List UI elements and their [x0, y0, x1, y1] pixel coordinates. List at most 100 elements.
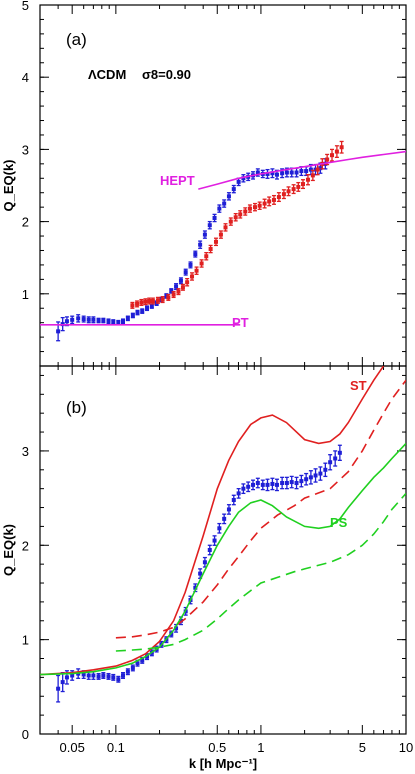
point-marker	[276, 195, 281, 200]
data-point	[76, 314, 81, 323]
point-marker	[212, 538, 217, 543]
series-line-ps-dashed	[115, 492, 406, 652]
point-marker	[294, 481, 299, 486]
point-marker	[308, 167, 313, 172]
data-point	[337, 444, 342, 462]
data-point	[217, 522, 222, 534]
data-point	[145, 305, 150, 312]
data-point	[96, 317, 101, 324]
point-marker	[260, 482, 265, 487]
point-marker	[101, 318, 106, 323]
data-point	[328, 454, 333, 471]
y-tick-label: 2	[22, 538, 29, 553]
point-marker	[194, 268, 199, 273]
data-point	[218, 230, 223, 239]
data-point	[183, 268, 188, 276]
point-marker	[274, 172, 279, 177]
data-point	[202, 230, 207, 239]
point-marker	[291, 187, 296, 192]
data-point	[222, 199, 227, 208]
data-point	[101, 317, 106, 324]
point-marker	[265, 171, 270, 176]
point-marker	[86, 673, 91, 678]
point-marker	[174, 626, 179, 631]
annotation-2: HEPT	[160, 173, 195, 188]
data-point	[150, 297, 155, 305]
data-point	[243, 207, 248, 216]
y-tick-label: 2	[22, 215, 29, 230]
data-point	[199, 259, 204, 268]
data-point	[284, 476, 289, 490]
point-marker	[130, 665, 135, 670]
data-point	[139, 298, 144, 307]
point-marker	[241, 486, 246, 491]
data-point	[116, 675, 121, 683]
point-marker	[289, 170, 294, 175]
point-marker	[284, 170, 289, 175]
point-marker	[318, 471, 323, 476]
point-marker	[178, 618, 183, 623]
point-marker	[160, 297, 165, 302]
data-point	[276, 192, 281, 203]
point-marker	[202, 560, 207, 565]
point-marker	[217, 526, 222, 531]
data-point	[176, 288, 181, 296]
y-tick-label: 3	[22, 142, 29, 157]
point-marker	[96, 318, 101, 323]
point-marker	[301, 182, 306, 187]
point-marker	[208, 247, 213, 252]
point-marker	[265, 482, 270, 487]
panel-label: (b)	[66, 398, 87, 417]
data-point	[135, 309, 140, 316]
data-point	[236, 488, 241, 499]
point-marker	[243, 209, 248, 214]
annotation-3: PT	[232, 315, 249, 330]
point-marker	[70, 317, 75, 322]
panel-a: 1 2 3 4 5 (a) ΛCDM σ8=0.90 HEPT PT Q_EQ(k)	[1, 0, 407, 367]
point-marker	[255, 170, 260, 175]
data-point	[231, 184, 236, 194]
point-marker	[198, 242, 203, 247]
series-group	[40, 140, 406, 342]
data-point	[262, 198, 267, 209]
point-marker	[125, 316, 130, 321]
point-marker	[246, 484, 251, 489]
data-point	[305, 174, 310, 186]
point-marker	[166, 295, 171, 300]
y-tick-label: 5	[22, 0, 29, 13]
y-axis-title: Q_EQ(k)	[1, 524, 16, 576]
data-point	[188, 261, 193, 269]
point-marker	[271, 197, 276, 202]
point-marker	[270, 481, 275, 486]
data-point	[222, 513, 227, 525]
data-point	[291, 184, 296, 195]
data-point	[125, 668, 130, 676]
annotation-0: ST	[350, 378, 367, 393]
data-point	[101, 672, 106, 679]
data-point	[238, 210, 243, 219]
data-point	[280, 476, 285, 490]
data-point	[143, 298, 148, 306]
data-point	[56, 674, 61, 703]
annotation-0: ΛCDM	[88, 67, 126, 82]
point-marker	[130, 303, 135, 308]
series-line-ps	[40, 442, 406, 676]
point-marker	[178, 278, 183, 283]
data-point	[81, 315, 86, 323]
data-point	[202, 556, 207, 568]
data-point	[333, 450, 338, 467]
series-group	[40, 366, 406, 703]
point-marker	[111, 319, 116, 324]
x-tick-label: 5	[359, 740, 366, 755]
data-point	[70, 315, 75, 325]
point-marker	[217, 206, 222, 211]
point-marker	[106, 674, 111, 679]
data-point	[339, 140, 344, 154]
data-point	[212, 213, 217, 223]
data-point	[106, 672, 111, 680]
point-marker	[228, 219, 233, 224]
data-point	[91, 671, 96, 680]
data-point	[260, 479, 265, 491]
y-tick-label: 0	[22, 727, 29, 742]
